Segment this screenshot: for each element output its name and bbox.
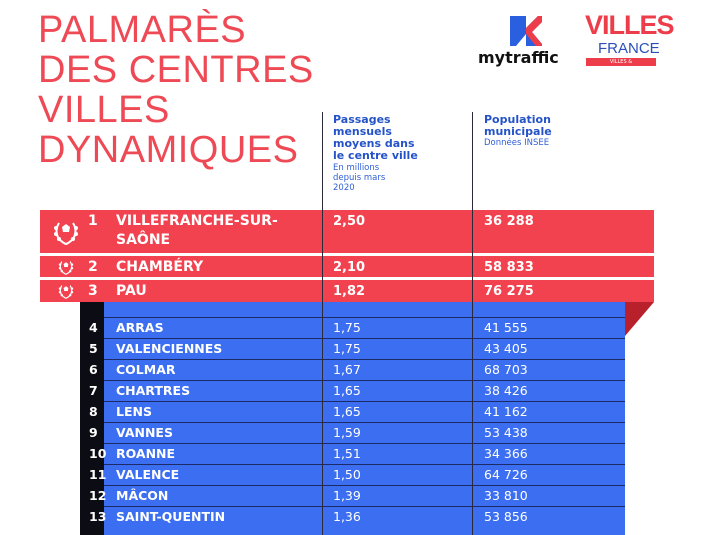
city: CHARTRES [116, 383, 191, 398]
rank: 11 [89, 467, 107, 482]
population: 38 426 [484, 383, 528, 398]
passages: 1,59 [333, 425, 361, 440]
population: 41 555 [484, 320, 528, 335]
column-note: Données INSEE [484, 138, 550, 148]
mytraffic-icon [510, 16, 542, 46]
passages: 1,75 [333, 320, 361, 335]
population: 68 703 [484, 362, 528, 377]
rank: 12 [89, 488, 107, 503]
city: VALENCIENNES [116, 341, 223, 356]
title-line: PALMARÈS [38, 9, 247, 51]
row-separator [104, 506, 625, 507]
logo-text: FRANCE [598, 40, 660, 57]
rank: 9 [89, 425, 98, 440]
rank: 1 [88, 213, 98, 229]
table-body [80, 302, 625, 535]
population: 41 162 [484, 404, 528, 419]
passages: 1,36 [333, 509, 361, 524]
population: 33 810 [484, 488, 528, 503]
row-separator [104, 317, 625, 318]
rank: 10 [89, 446, 107, 461]
rank: 7 [89, 383, 98, 398]
rank: 13 [89, 509, 107, 524]
title-line: DYNAMIQUES [38, 129, 299, 171]
passages: 1,67 [333, 362, 361, 377]
population: 64 726 [484, 467, 528, 482]
city: SAINT-QUENTIN [116, 509, 226, 524]
laurel-icon [58, 260, 74, 275]
logo-text: mytraffic [478, 48, 559, 67]
city: VANNES [116, 425, 173, 440]
column-divider [472, 112, 473, 535]
city: CHAMBÉRY [116, 259, 204, 275]
logo-text: VILLES [585, 10, 675, 40]
passages: 1,75 [333, 341, 361, 356]
rank: 6 [89, 362, 98, 377]
population: 36 288 [484, 214, 534, 229]
passages: 1,65 [333, 404, 361, 419]
population: 53 856 [484, 509, 528, 524]
laurel-icon [54, 221, 78, 245]
passages: 2,50 [333, 214, 366, 229]
row-separator [104, 359, 625, 360]
podium-row [40, 280, 654, 302]
population: 76 275 [484, 284, 534, 299]
city: ROANNE [116, 446, 176, 461]
row-separator [104, 401, 625, 402]
rank: 5 [89, 341, 98, 356]
city: COLMAR [116, 362, 176, 377]
title-line: VILLES [38, 89, 170, 131]
logo-tagline: VILLES & AGGLOMÉRATIONS [586, 58, 656, 73]
column-note: En millions depuis mars 2020 [333, 163, 386, 193]
city: VALENCE [116, 467, 180, 482]
passages: 1,50 [333, 467, 361, 482]
passages: 1,51 [333, 446, 361, 461]
population: 34 366 [484, 446, 528, 461]
row-separator [104, 485, 625, 486]
rank: 4 [89, 320, 98, 335]
rank-strip [80, 302, 104, 535]
population: 53 438 [484, 425, 528, 440]
row-separator [104, 464, 625, 465]
column-divider [322, 112, 323, 535]
rank: 8 [89, 404, 98, 419]
population: 58 833 [484, 260, 534, 275]
city: VILLEFRANCHE-SUR-SAÔNE [116, 213, 278, 248]
fold [625, 302, 654, 336]
podium-row [40, 210, 654, 253]
rank: 2 [88, 259, 98, 275]
rank: 3 [88, 283, 98, 299]
city: ARRAS [116, 320, 164, 335]
population: 43 405 [484, 341, 528, 356]
passages: 1,39 [333, 488, 361, 503]
row-separator [104, 380, 625, 381]
title-line: DES CENTRES [38, 49, 314, 91]
city: LENS [116, 404, 152, 419]
column-title: Population municipale [484, 113, 552, 138]
row-separator [104, 338, 625, 339]
row-separator [104, 422, 625, 423]
city: PAU [116, 283, 147, 299]
column-title: Passages mensuels moyens dans le centre … [333, 113, 418, 162]
laurel-icon [58, 285, 74, 299]
passages: 1,65 [333, 383, 361, 398]
row-separator [104, 443, 625, 444]
city: MÂCON [116, 488, 169, 503]
passages: 2,10 [333, 260, 366, 275]
passages: 1,82 [333, 284, 366, 299]
podium-row [40, 256, 654, 277]
